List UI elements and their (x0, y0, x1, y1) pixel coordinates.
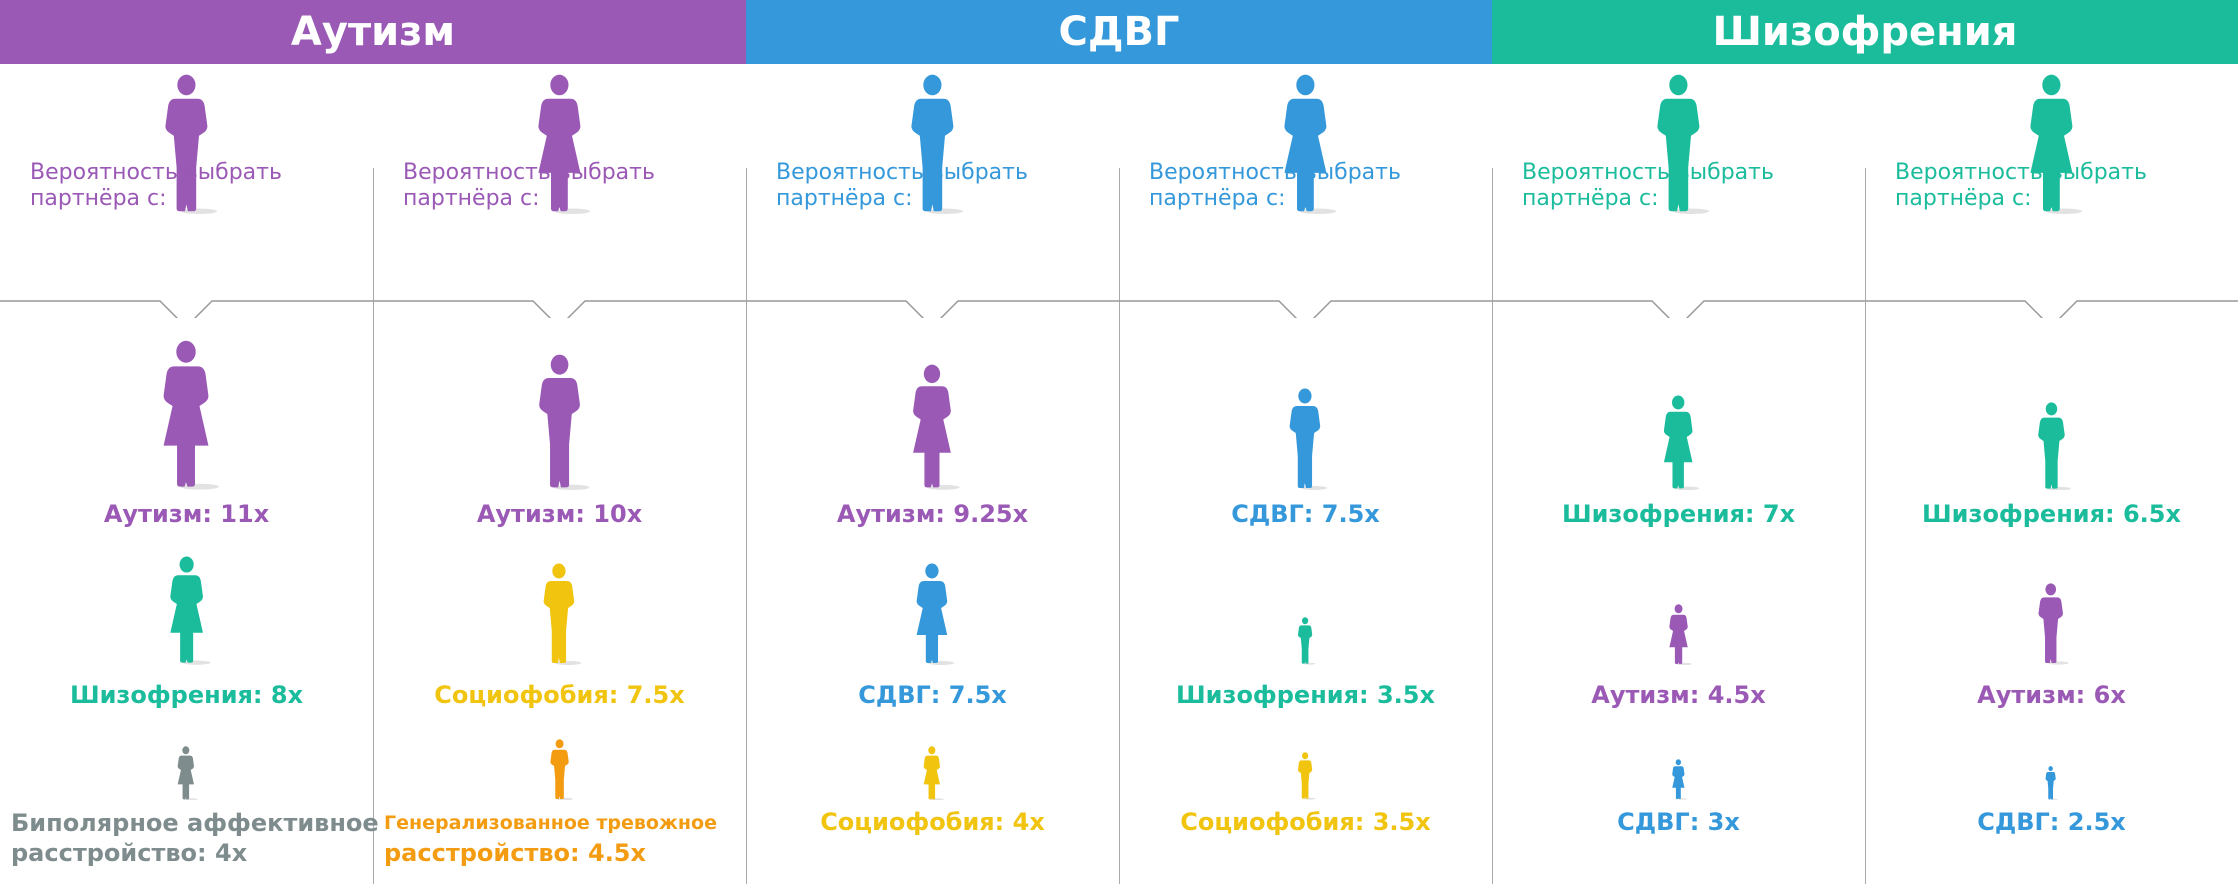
partner-label: Социофобия: 3.5x (1180, 808, 1431, 836)
man-icon (543, 563, 582, 665)
partner-label: Социофобия: 4x (820, 808, 1045, 836)
man-icon (549, 739, 573, 800)
woman-icon (923, 745, 945, 800)
man-icon (911, 74, 964, 214)
partner-label: Генерализованное тревожное расстройство: … (384, 808, 757, 868)
man-icon (2037, 402, 2071, 490)
woman-icon (1668, 604, 1692, 665)
prompt-line: партнёра с: (776, 186, 913, 211)
partner-prompt: Вероятность выбрать партнёра с: (1149, 160, 1401, 212)
prompt-line: партнёра с: (30, 186, 167, 211)
prompt-line: Вероятность выбрать (403, 160, 655, 185)
column: Вероятность выбрать партнёра с: Шизофрения… (1492, 0, 1865, 836)
column: Вероятность выбрать партнёра с: Аутизм: 10… (373, 0, 746, 867)
partner-label: СДВГ: 2.5x (1977, 808, 2126, 836)
column: Вероятность выбрать партнёра с: Аутизм: 11… (0, 0, 379, 867)
section-header: Аутизм (0, 0, 746, 64)
partner-prompt: Вероятность выбрать партнёра с: (776, 160, 1028, 212)
woman-icon (538, 74, 591, 214)
woman-icon (1663, 395, 1700, 490)
partner-label: Аутизм: 6x (1977, 681, 2126, 709)
woman-icon (177, 745, 199, 800)
prompt-line: партнёра с: (1522, 186, 1659, 211)
prompt-line: партнёра с: (1149, 186, 1286, 211)
separator-line (0, 300, 2238, 318)
partner-label: Биполярное аффективное расстройство: 4x (11, 808, 384, 868)
man-icon (1289, 388, 1328, 490)
man-icon (165, 74, 218, 214)
man-icon (538, 354, 590, 490)
prompt-line: Вероятность выбрать (1522, 160, 1774, 185)
woman-icon (1284, 74, 1337, 214)
partner-label: Шизофрения: 6.5x (1922, 500, 2181, 528)
man-icon (2038, 583, 2070, 665)
column: Вероятность выбрать партнёра с: Шизофрения… (1865, 0, 2238, 836)
partner-label: Аутизм: 9.25x (836, 500, 1029, 528)
partner-label: Шизофрения: 7x (1561, 500, 1796, 528)
partner-label-line: Генерализованное тревожное (384, 812, 717, 834)
partner-prompt: Вероятность выбрать партнёра с: (1522, 160, 1774, 212)
woman-icon (2030, 74, 2083, 214)
partner-prompt: Вероятность выбрать партнёра с: (403, 160, 655, 212)
partner-label-line: расстройство: 4.5x (384, 839, 646, 867)
column-divider (1865, 168, 1866, 884)
partner-prompt: Вероятность выбрать партнёра с: (30, 160, 282, 212)
partner-label: СДВГ: 7.5x (858, 681, 1007, 709)
man-icon (1297, 617, 1316, 665)
partner-label: Аутизм: 11x (103, 500, 270, 528)
column: Вероятность выбрать партнёра с: Аутизм: 9.… (746, 0, 1119, 836)
woman-icon (163, 341, 220, 490)
man-icon (1297, 752, 1316, 800)
partner-label-line: Биполярное аффективное (11, 809, 379, 837)
partner-label: Аутизм: 4.5x (1591, 681, 1766, 709)
column-divider (373, 168, 374, 884)
partner-label: Шизофрения: 8x (69, 681, 304, 709)
prompt-line: Вероятность выбрать (1895, 160, 2147, 185)
woman-icon (169, 556, 211, 665)
woman-icon (916, 563, 955, 665)
section-header: Шизофрения (1492, 0, 2238, 64)
section-header: СДВГ (746, 0, 1492, 64)
woman-icon (1671, 759, 1688, 800)
prompt-line: Вероятность выбрать (776, 160, 1028, 185)
partner-label-line: расстройство: 4x (11, 839, 248, 867)
column: Вероятность выбрать партнёра с: СДВГ: 7.5x… (1119, 0, 1492, 836)
partner-label: Аутизм: 10x (476, 500, 643, 528)
prompt-line: Вероятность выбрать (30, 160, 282, 185)
prompt-line: Вероятность выбрать (1149, 160, 1401, 185)
prompt-line: партнёра с: (403, 186, 540, 211)
partner-label: Социофобия: 7.5x (434, 681, 685, 709)
partner-label: Шизофрения: 3.5x (1176, 681, 1435, 709)
column-divider (1492, 168, 1493, 884)
woman-icon (913, 364, 960, 490)
man-icon (2045, 766, 2059, 800)
partner-label: СДВГ: 7.5x (1231, 500, 1380, 528)
partner-prompt: Вероятность выбрать партнёра с: (1895, 160, 2147, 212)
man-icon (1657, 74, 1710, 214)
prompt-line: партнёра с: (1895, 186, 2032, 211)
column-divider (746, 168, 747, 884)
column-divider (1119, 168, 1120, 884)
partner-label: СДВГ: 3x (1617, 808, 1740, 836)
